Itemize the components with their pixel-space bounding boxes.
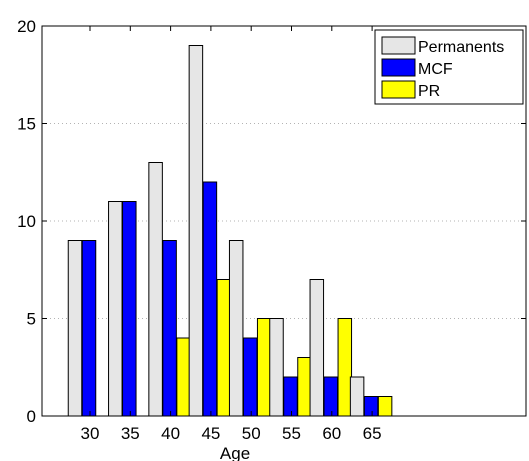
bar-mcf-65	[363, 396, 379, 417]
y-tick-label: 15	[17, 115, 36, 134]
bar-pr-55	[297, 357, 312, 417]
bar-permanents-65	[349, 376, 365, 417]
bar-mcf-35	[122, 201, 137, 417]
bar-mcf-60	[323, 376, 339, 417]
y-tick-label: 10	[17, 212, 36, 231]
legend-label-permanents: Permanents	[418, 39, 504, 56]
x-tick-label: 30	[81, 424, 100, 443]
legend-label-pr: PR	[418, 83, 440, 100]
bar-permanents-60	[309, 279, 325, 417]
x-tick-label: 35	[121, 424, 140, 443]
legend-swatch-mcf	[381, 58, 416, 77]
legend: Permanents MCF PR	[374, 29, 524, 105]
y-tick-label: 5	[27, 310, 36, 329]
bar-permanents-35	[108, 201, 123, 417]
x-tick-label: 60	[322, 424, 341, 443]
bar-permanents-45	[188, 45, 204, 417]
x-tick-label: 45	[201, 424, 220, 443]
ticks: 0 5 10 15 20 30 35 40 45 50 55 60 65	[17, 17, 526, 443]
bar-pr-65	[377, 396, 393, 417]
x-tick-label: 55	[282, 424, 301, 443]
x-axis-title: Age	[220, 444, 250, 461]
bar-mcf-30	[81, 240, 97, 417]
y-tick-label: 0	[27, 407, 36, 426]
bar-permanents-50	[228, 240, 244, 417]
bar-mcf-50	[242, 337, 258, 417]
bar-pr-40	[176, 337, 191, 417]
legend-swatch-pr	[381, 80, 416, 99]
bars	[67, 45, 393, 417]
bar-permanents-30	[67, 240, 83, 417]
bar-permanents-55	[269, 318, 284, 417]
x-tick-label: 65	[363, 424, 382, 443]
bar-pr-60	[337, 318, 353, 417]
legend-label-mcf: MCF	[418, 61, 453, 78]
x-tick-label: 50	[242, 424, 261, 443]
legend-swatch-permanents	[381, 36, 416, 55]
bar-pr-50	[256, 318, 272, 417]
bar-pr-45	[216, 279, 232, 417]
x-tick-label: 40	[161, 424, 180, 443]
bar-mcf-40	[162, 240, 177, 417]
bar-mcf-55	[283, 376, 298, 417]
bar-permanents-40	[148, 162, 163, 417]
bar-mcf-45	[202, 181, 218, 417]
y-tick-label: 20	[17, 17, 36, 36]
